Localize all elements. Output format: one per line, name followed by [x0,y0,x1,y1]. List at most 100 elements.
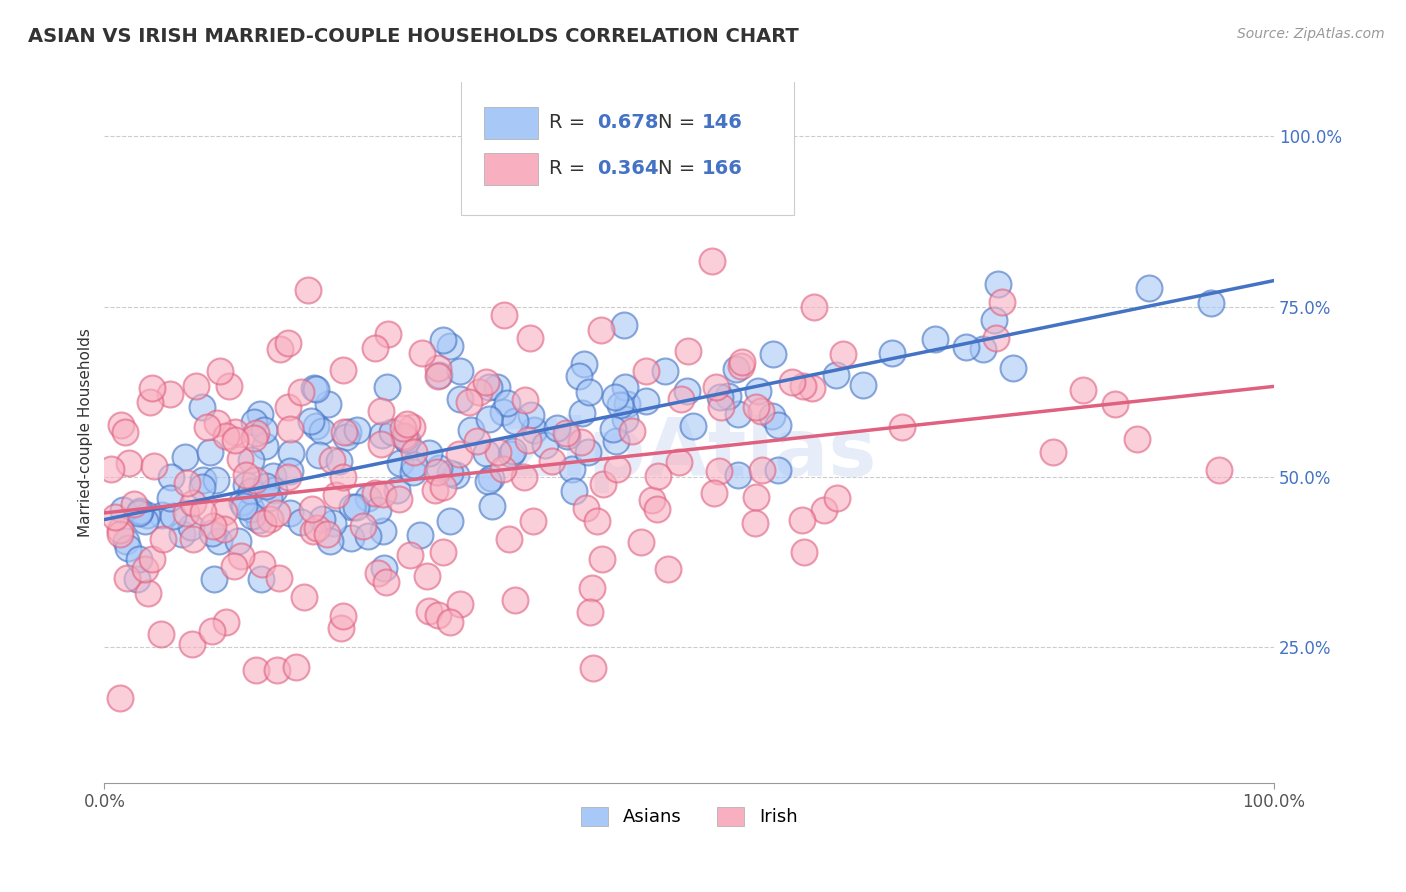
Point [578,384,600,399]
Point [231,495,253,509]
Point [278,421,301,435]
Point [572,357,595,371]
Point [541,454,564,468]
Point [745,490,768,504]
Point [252,516,274,531]
Point [744,516,766,530]
Point [481,500,503,514]
Point [391,421,413,435]
Point [229,452,252,467]
Point [364,485,387,500]
Y-axis label: Married-couple Households: Married-couple Households [79,328,93,537]
Point [152,532,174,546]
Point [427,368,450,382]
Text: R =: R = [548,159,592,178]
Text: ASIAN VS IRISH MARRIED-COUPLE HOUSEHOLDS CORRELATION CHART: ASIAN VS IRISH MARRIED-COUPLE HOUSEHOLDS… [28,27,799,45]
Point [475,375,498,389]
Point [727,407,749,421]
Point [342,500,364,515]
Point [401,420,423,434]
Point [371,524,394,538]
Point [522,514,544,528]
Point [581,582,603,596]
Point [534,438,557,452]
Point [370,404,392,418]
Point [134,514,156,528]
Point [457,395,479,409]
Point [591,551,613,566]
Legend: Asians, Irish: Asians, Irish [574,800,804,834]
Point [277,335,299,350]
Point [439,615,461,629]
Point [1071,383,1094,397]
Point [630,534,652,549]
Point [813,502,835,516]
Point [257,491,280,506]
Point [724,362,747,376]
Point [136,508,159,523]
Point [208,533,231,548]
Point [747,384,769,399]
Point [322,516,344,530]
Point [284,659,307,673]
Point [191,473,214,487]
Point [418,446,440,460]
Point [229,549,252,564]
Point [1126,432,1149,446]
Point [586,514,609,528]
Point [108,523,131,537]
Point [262,468,284,483]
Point [444,467,467,482]
Point [762,346,785,360]
Point [568,369,591,384]
Point [523,423,546,437]
Point [700,254,723,268]
Point [181,637,204,651]
Point [159,387,181,401]
Point [139,394,162,409]
Point [520,409,543,423]
Point [503,592,526,607]
Point [730,355,752,369]
Text: Source: ZipAtlas.com: Source: ZipAtlas.com [1237,27,1385,41]
Point [252,558,274,572]
Point [125,572,148,586]
Point [831,347,853,361]
Point [882,346,904,360]
Point [609,398,631,412]
Point [972,342,994,356]
FancyBboxPatch shape [485,107,538,139]
Point [114,425,136,439]
Point [385,483,408,497]
Point [267,571,290,585]
Point [605,434,627,448]
Point [207,416,229,430]
Point [481,470,503,484]
Point [426,368,449,383]
Point [117,541,139,555]
Point [141,381,163,395]
Point [141,552,163,566]
Point [439,514,461,528]
Point [367,502,389,516]
Point [477,474,499,488]
Point [191,505,214,519]
Point [114,534,136,549]
Point [411,346,433,360]
Point [562,483,585,498]
Point [280,445,302,459]
Point [402,444,425,458]
Point [186,379,208,393]
Point [766,463,789,477]
Point [129,504,152,518]
Point [416,568,439,582]
Point [122,496,145,510]
Point [669,392,692,407]
Point [226,534,249,549]
Point [181,496,204,510]
Point [825,491,848,506]
Point [375,380,398,394]
Point [449,447,471,461]
FancyBboxPatch shape [461,78,794,215]
Point [710,400,733,414]
